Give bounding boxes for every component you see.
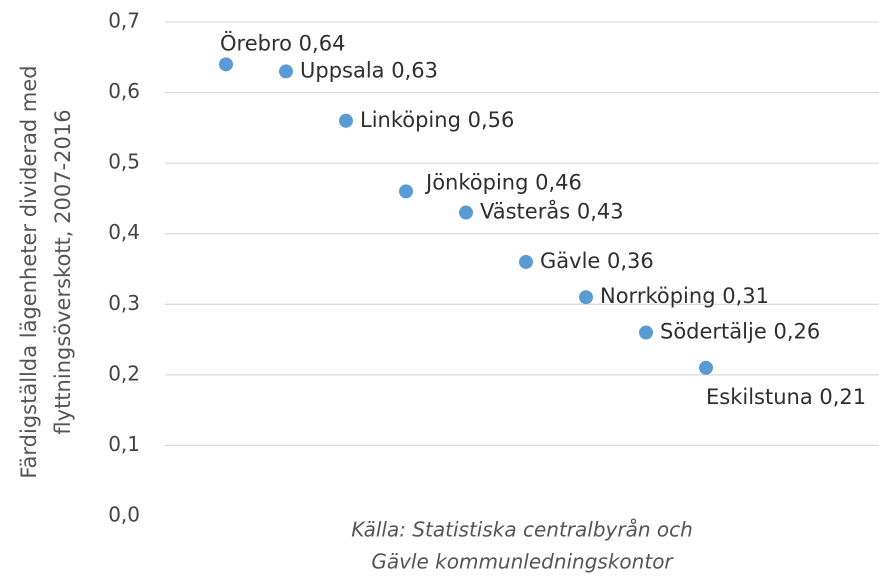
data-label: Södertälje 0,26 — [660, 320, 820, 344]
category-name: Västerås — [480, 199, 570, 224]
value-label: 0,26 — [773, 320, 820, 344]
category-name: Södertälje — [660, 320, 767, 344]
y-axis-title-line: Färdigställda lägenheter dividerad med — [17, 65, 41, 478]
data-label: Örebro 0,64 — [220, 30, 345, 55]
data-label: Eskilstuna 0,21 — [706, 385, 866, 409]
y-tick-label: 0,2 — [108, 361, 140, 385]
data-point — [459, 205, 473, 220]
value-label: 0,46 — [535, 170, 582, 194]
value-label: 0,43 — [577, 200, 624, 224]
data-label: Linköping 0,56 — [360, 108, 514, 132]
value-label: 0,56 — [468, 108, 515, 132]
source-note: Källa: Statistiska centralbyrån och — [351, 518, 693, 542]
value-label: 0,63 — [391, 58, 438, 82]
data-point — [519, 254, 533, 269]
category-name: Linköping — [360, 108, 461, 132]
category-name: Eskilstuna — [706, 385, 813, 409]
value-label: 0,36 — [607, 249, 654, 273]
category-name: Gävle — [540, 249, 600, 273]
data-point — [279, 64, 293, 79]
y-tick-label: 0,7 — [108, 9, 140, 33]
category-name: Örebro — [220, 30, 292, 55]
data-point — [699, 360, 713, 375]
data-label: Uppsala 0,63 — [300, 58, 438, 82]
data-point — [339, 113, 353, 128]
data-label: Jönköping 0,46 — [424, 170, 582, 194]
category-name: Uppsala — [300, 58, 385, 82]
y-tick-label: 0,1 — [108, 432, 140, 456]
y-tick-label: 0,0 — [108, 503, 140, 527]
y-tick-label: 0,4 — [108, 220, 140, 244]
value-label: 0,64 — [299, 31, 346, 55]
data-point — [399, 184, 413, 199]
data-label: Norrköping 0,31 — [600, 284, 769, 308]
y-axis-title: Färdigställda lägenheter dividerad med f… — [17, 65, 75, 478]
value-label: 0,21 — [819, 385, 866, 409]
data-label: Västerås 0,43 — [480, 199, 624, 224]
data-point — [219, 57, 233, 72]
y-axis-title-line: flyttningsöverskott, 2007-2016 — [51, 109, 75, 434]
y-tick-label: 0,3 — [108, 291, 140, 315]
value-label: 0,31 — [722, 284, 769, 308]
category-name: Norrköping — [600, 284, 716, 308]
category-name: Jönköping — [424, 170, 528, 194]
data-label: Gävle 0,36 — [540, 249, 654, 273]
y-tick-label: 0,6 — [108, 79, 140, 103]
y-tick-label: 0,5 — [108, 150, 140, 174]
source-note: Gävle kommunledningskontor — [371, 550, 674, 574]
data-point — [579, 290, 593, 305]
data-point — [639, 325, 653, 340]
